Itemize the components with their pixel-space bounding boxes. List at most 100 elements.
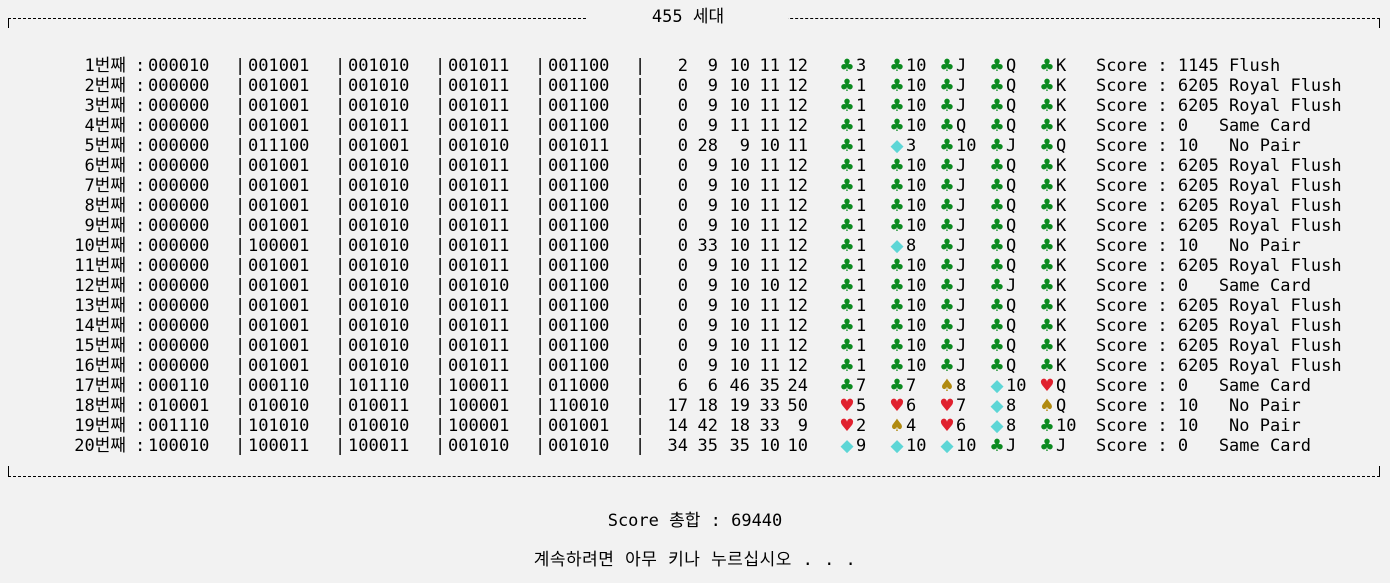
playing-card: ♣J	[988, 276, 1016, 296]
column-separator: |	[335, 196, 346, 216]
result-row: 8번째: | | | | | 000000 001001 001010 001011 001100 0…	[8, 196, 1380, 216]
decimal-value: 50	[787, 396, 808, 416]
result-row: 16번째: | | | | | 000000 001001 001010 001011 001100…	[8, 356, 1380, 376]
decimal-value: 11	[759, 196, 780, 216]
playing-card: ♣10	[888, 296, 926, 316]
binary-code: 001100	[548, 336, 610, 356]
column-separator: |	[435, 356, 446, 376]
decimal-value: 11	[759, 156, 780, 176]
playing-card: ♣K	[1038, 156, 1066, 176]
binary-code: 001011	[448, 176, 510, 196]
card-rank: Q	[1056, 396, 1067, 416]
binary-code: 000010	[148, 56, 210, 76]
playing-card: ♣J	[938, 156, 966, 176]
binary-code: 000000	[148, 196, 210, 216]
binary-code: 001001	[248, 296, 310, 316]
binary-code: 001010	[448, 436, 510, 456]
card-rank: Q	[956, 116, 967, 136]
column-separator: |	[635, 236, 646, 256]
playing-card: ♣10	[888, 56, 926, 76]
card-rank: 10	[906, 116, 927, 136]
playing-card: ♣1	[838, 176, 866, 196]
playing-card: ♣10	[888, 276, 926, 296]
playing-card: ♣J	[938, 76, 966, 96]
card-rank: 1	[856, 136, 867, 156]
decimal-value: 33	[697, 236, 718, 256]
hand-score: Score : 6205 Royal Flush	[1096, 356, 1342, 376]
decimal-value: 10	[729, 76, 750, 96]
binary-code: 011100	[248, 136, 310, 156]
continue-prompt[interactable]: 계속하려면 아무 키나 누르십시오 . . .	[533, 550, 857, 570]
decimal-value: 12	[787, 116, 808, 136]
column-separator: |	[235, 376, 246, 396]
card-suit-icon: ◆	[990, 396, 1004, 416]
column-separator: |	[435, 296, 446, 316]
card-suit-icon: ♣	[839, 116, 855, 136]
card-suit-icon: ♣	[839, 216, 855, 236]
column-separator: :	[135, 256, 146, 276]
column-separator: |	[335, 296, 346, 316]
playing-card: ♣J	[938, 196, 966, 216]
column-separator: |	[535, 416, 546, 436]
column-separator: |	[635, 196, 646, 216]
card-rank: J	[956, 216, 967, 236]
card-rank: 1	[856, 296, 867, 316]
playing-card: ♣J	[938, 336, 966, 356]
card-rank: 10	[906, 56, 927, 76]
decimal-value: 12	[787, 176, 808, 196]
binary-code: 001011	[448, 316, 510, 336]
card-suit-icon: ♥	[889, 396, 905, 416]
decimal-value: 0	[677, 276, 688, 296]
card-rank: K	[1056, 96, 1067, 116]
binary-code: 001010	[348, 316, 410, 336]
row-label: 3번째	[84, 96, 126, 116]
decimal-value: 34	[667, 436, 688, 456]
card-rank: 8	[1006, 416, 1017, 436]
column-separator: :	[135, 356, 146, 376]
column-separator: |	[335, 356, 346, 376]
card-rank: J	[956, 256, 967, 276]
playing-card: ♣Q	[938, 116, 966, 136]
playing-card: ♣1	[838, 296, 866, 316]
playing-card: ♠8	[938, 376, 966, 396]
decimal-value: 12	[787, 336, 808, 356]
binary-code: 001010	[448, 276, 510, 296]
playing-card: ♣J	[938, 96, 966, 116]
decimal-value: 9	[707, 96, 718, 116]
card-rank: J	[956, 236, 967, 256]
binary-code: 001011	[448, 356, 510, 376]
decimal-value: 11	[759, 356, 780, 376]
card-suit-icon: ♣	[889, 296, 905, 316]
card-suit-icon: ◆	[990, 376, 1004, 396]
column-separator: |	[435, 256, 446, 276]
column-separator: |	[535, 296, 546, 316]
playing-card: ◆ 9	[838, 436, 866, 456]
card-rank: Q	[1006, 296, 1017, 316]
card-rank: 1	[856, 196, 867, 216]
column-separator: |	[435, 336, 446, 356]
card-rank: K	[1056, 236, 1067, 256]
decimal-value: 11	[759, 336, 780, 356]
decimal-value: 0	[677, 296, 688, 316]
playing-card: ♣K	[1038, 76, 1066, 96]
column-separator: |	[235, 276, 246, 296]
binary-code: 000000	[148, 136, 210, 156]
column-separator: |	[635, 316, 646, 336]
card-rank: 10	[906, 76, 927, 96]
binary-code: 001001	[248, 116, 310, 136]
binary-code: 001011	[548, 136, 610, 156]
card-rank: 10	[906, 316, 927, 336]
column-separator: :	[135, 176, 146, 196]
decimal-value: 0	[677, 356, 688, 376]
binary-code: 000000	[148, 316, 210, 336]
binary-code: 001100	[548, 96, 610, 116]
row-label: 12번째	[74, 276, 126, 296]
card-rank: 10	[906, 336, 927, 356]
card-suit-icon: ♣	[1039, 276, 1055, 296]
playing-card: ♣J	[938, 276, 966, 296]
playing-card: ◆ 10	[988, 376, 1026, 396]
card-rank: 1	[856, 276, 867, 296]
playing-card: ♣K	[1038, 336, 1066, 356]
card-rank: Q	[1006, 356, 1017, 376]
column-separator: |	[535, 396, 546, 416]
